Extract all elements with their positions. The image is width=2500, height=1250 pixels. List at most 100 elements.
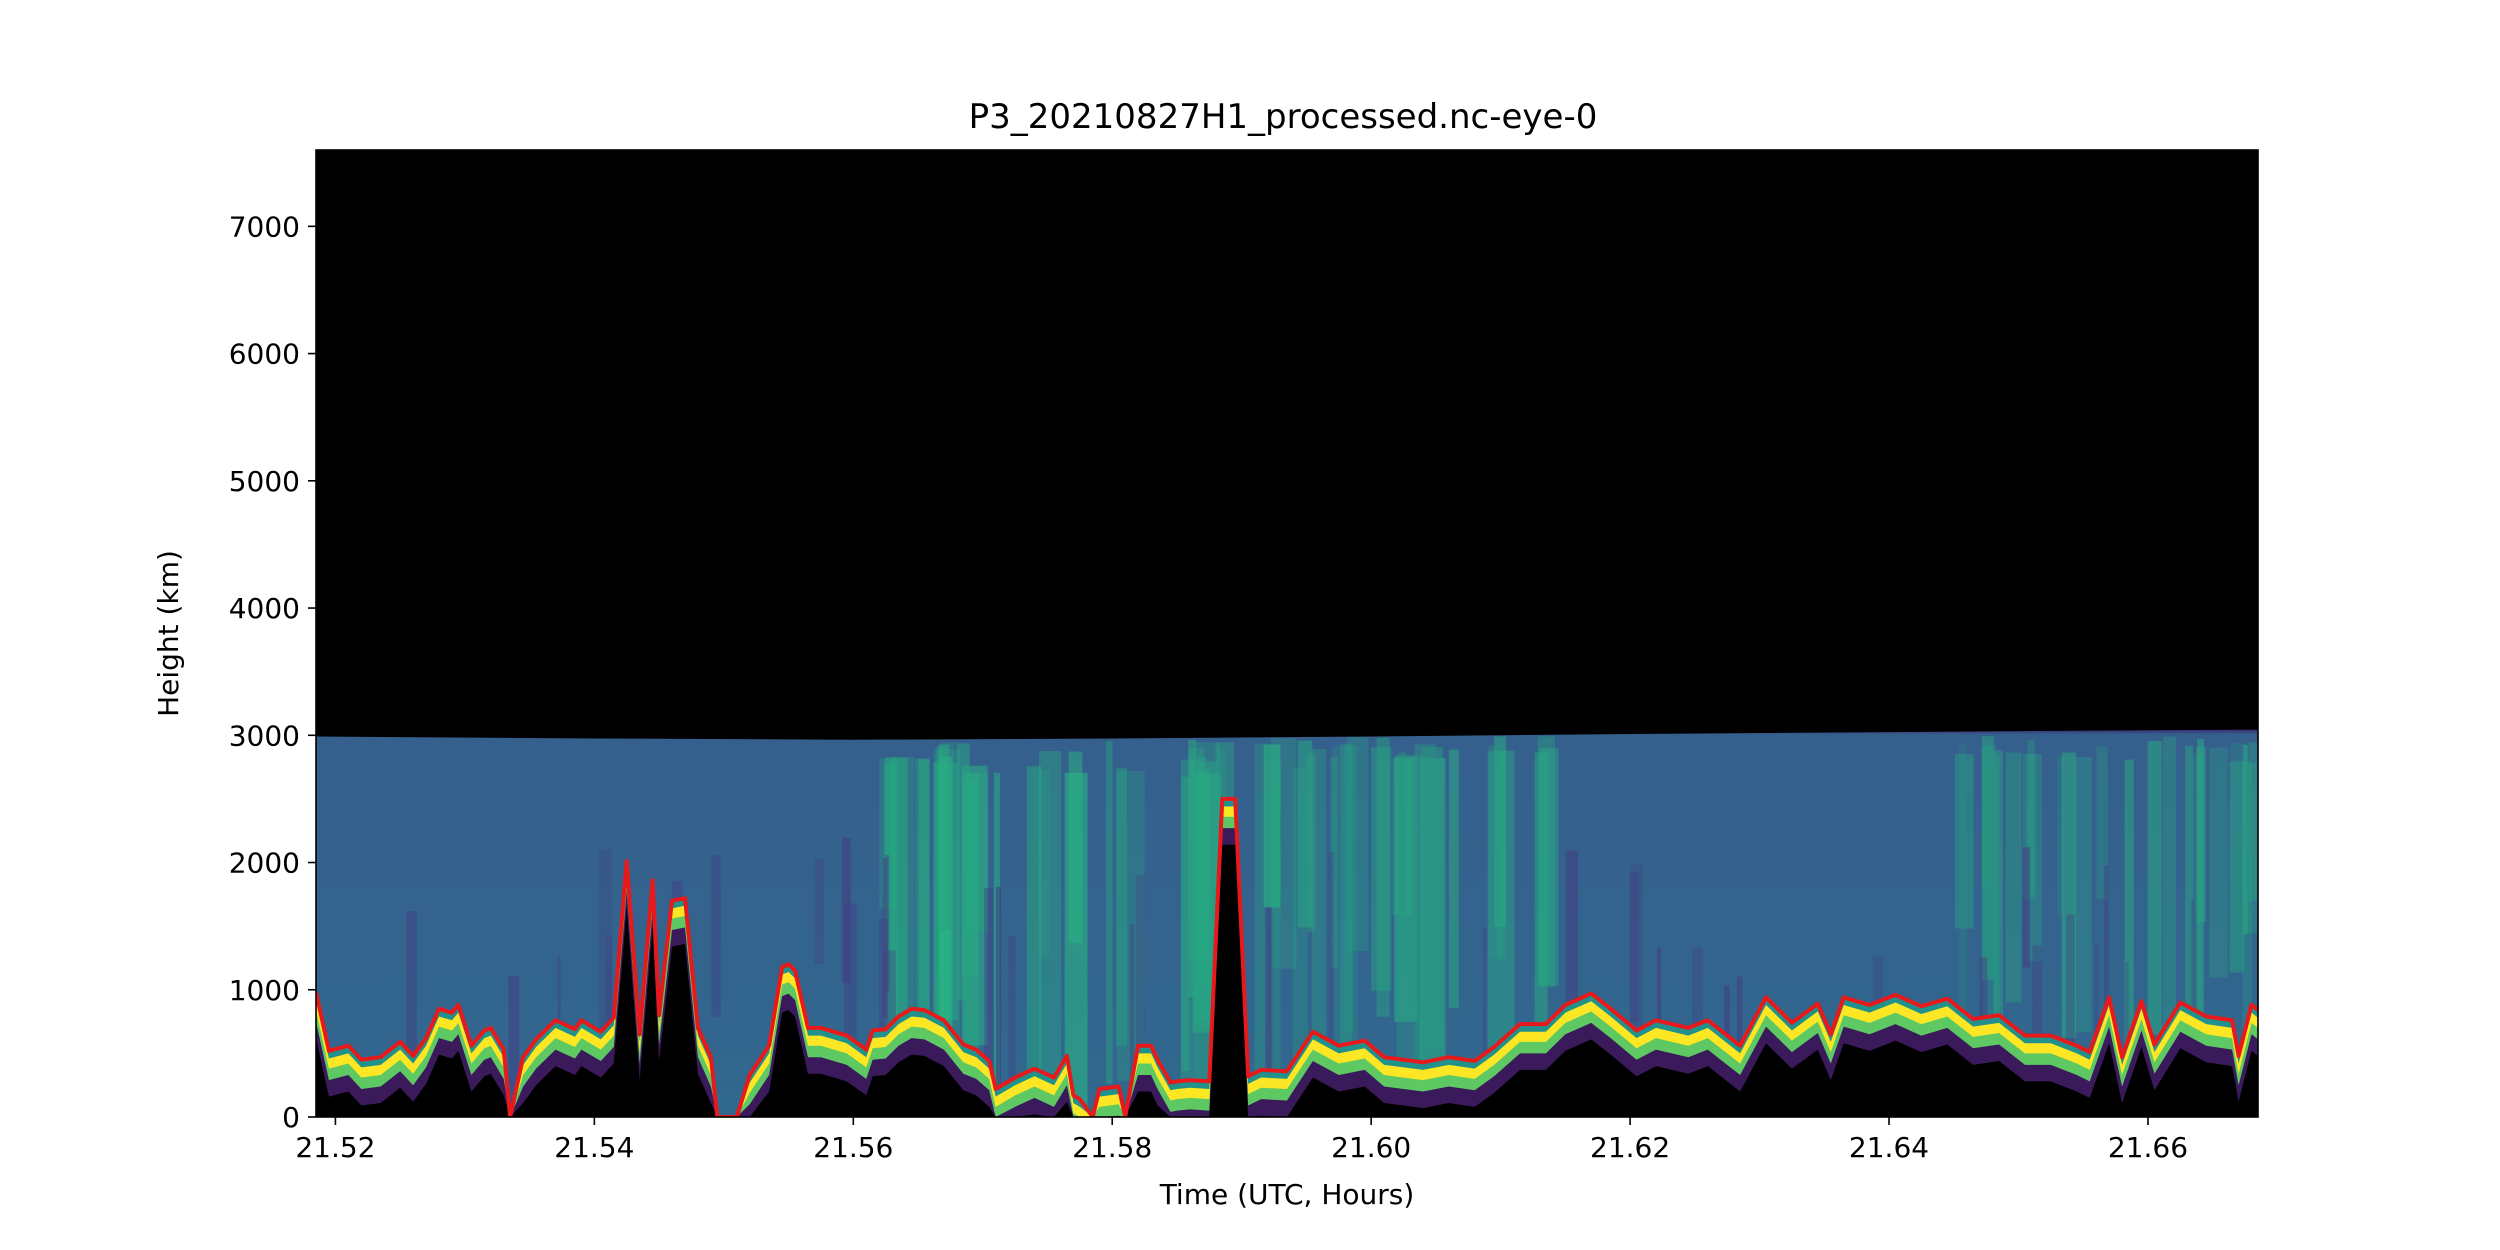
y-tick-label: 5000 <box>229 465 300 498</box>
texture-streak <box>1194 773 1213 1099</box>
texture-streak <box>2247 763 2258 934</box>
x-tick-label: 21.66 <box>2108 1131 2188 1164</box>
texture-streak <box>2230 742 2244 969</box>
x-tick-label: 21.56 <box>813 1131 893 1164</box>
texture-streak <box>1180 759 1196 1117</box>
texture-streak <box>1330 756 1338 968</box>
texture-streak <box>1129 923 1135 1117</box>
texture-streak <box>1494 736 1506 927</box>
texture-streak <box>879 757 896 909</box>
texture-streak <box>842 837 851 984</box>
texture-streak <box>1346 737 1369 952</box>
y-tick-label: 2000 <box>229 847 300 880</box>
texture-streak <box>2185 745 2194 1021</box>
plot-frame <box>315 149 2259 1118</box>
x-tick-label: 21.60 <box>1331 1131 1411 1164</box>
surface-echo <box>316 798 2258 1117</box>
texture-streak <box>884 854 890 991</box>
texture-streak <box>2022 847 2031 968</box>
y-tick-label: 0 <box>282 1101 300 1134</box>
texture-streak <box>1981 736 1994 981</box>
y-tick-label: 4000 <box>229 592 300 625</box>
y-axis-label: Height (km) <box>152 550 185 717</box>
texture-streak <box>2229 761 2245 973</box>
texture-streak <box>956 743 970 1001</box>
texture-streak <box>2192 755 2202 1078</box>
texture-streak <box>1188 739 1197 998</box>
texture-streak <box>1421 747 1443 1050</box>
texture-streak <box>2103 865 2109 1067</box>
texture-streak <box>1037 770 1050 956</box>
texture-streak <box>2027 739 2035 897</box>
x-tick-label: 21.58 <box>1072 1131 1152 1164</box>
surface-echo-purple <box>316 828 2258 1117</box>
texture-streak <box>1994 757 2000 1069</box>
texture-streak <box>406 911 417 1060</box>
texture-streak <box>1263 744 1281 908</box>
texture-streak <box>2248 742 2258 901</box>
texture-streak <box>2191 899 2195 1108</box>
texture-streak <box>1297 740 1313 928</box>
texture-streak <box>1270 738 1297 969</box>
x-tick-label: 21.62 <box>1590 1131 1670 1164</box>
texture-streak <box>1371 747 1392 991</box>
texture-streak <box>966 773 989 931</box>
texture-streak <box>1394 756 1418 1022</box>
texture-streak <box>2197 738 2205 1045</box>
texture-streak <box>1343 744 1354 1032</box>
texture-streak <box>940 742 955 930</box>
texture-streak <box>2066 914 2075 1117</box>
texture-streak <box>2147 741 2162 1035</box>
texture-streak <box>918 759 930 1048</box>
texture-streak <box>843 903 857 1039</box>
texture-streak <box>890 756 914 1089</box>
surface-echo-black <box>316 844 2258 1117</box>
texture-streak <box>1398 752 1407 976</box>
y-tick-label: 6000 <box>229 338 300 371</box>
texture-streak <box>2026 754 2042 962</box>
texture-streak <box>1135 875 1146 1065</box>
texture-streak <box>1106 740 1113 1084</box>
x-tick-label: 21.52 <box>295 1131 375 1164</box>
texture-streak <box>1539 748 1559 986</box>
texture-streak <box>2242 744 2248 934</box>
texture-streak <box>1534 752 1548 1032</box>
texture-streak <box>1482 928 1486 1056</box>
texture-streak <box>1311 748 1326 1117</box>
texture-streak <box>1959 744 1967 1084</box>
texture-streak <box>984 888 994 1117</box>
texture-streak <box>1537 736 1555 988</box>
texture-streak <box>1414 744 1436 1084</box>
texture-streak <box>1376 737 1390 1017</box>
texture-streak <box>1488 745 1503 959</box>
texture-streak <box>814 858 824 964</box>
texture-streak <box>1008 935 1016 1117</box>
texture-streak <box>1340 743 1353 1117</box>
texture-streak <box>2057 755 2064 915</box>
texture-streak <box>2061 752 2076 1038</box>
texture-streak <box>1254 743 1268 1095</box>
y-axis: 0 1000 2000 3000 4000 5000 6000 7000 <box>229 210 316 1134</box>
texture-streak <box>1629 872 1639 1022</box>
texture-streak <box>1038 751 1062 1117</box>
texture-streak <box>2162 736 2176 1030</box>
y-tick-label: 3000 <box>229 719 300 752</box>
texture-streak <box>1269 760 1281 1083</box>
texture-streak <box>508 975 520 1117</box>
y-tick-label: 1000 <box>229 974 300 1007</box>
texture-streak <box>1993 750 2003 1038</box>
texture-streak <box>2005 752 2022 1003</box>
texture-streak <box>1115 767 1128 1046</box>
texture-streak <box>1982 745 1996 978</box>
texture-streak <box>2196 746 2207 922</box>
y-tick-label: 7000 <box>229 210 300 243</box>
x-tick-label: 21.54 <box>554 1131 634 1164</box>
x-tick-label: 21.64 <box>1849 1131 1929 1164</box>
texture-streak <box>1496 751 1506 960</box>
texture-streak <box>711 855 721 1018</box>
texture-streak <box>1026 766 1042 1109</box>
texture-streak <box>2209 747 2228 978</box>
texture-streak <box>1117 771 1145 1081</box>
